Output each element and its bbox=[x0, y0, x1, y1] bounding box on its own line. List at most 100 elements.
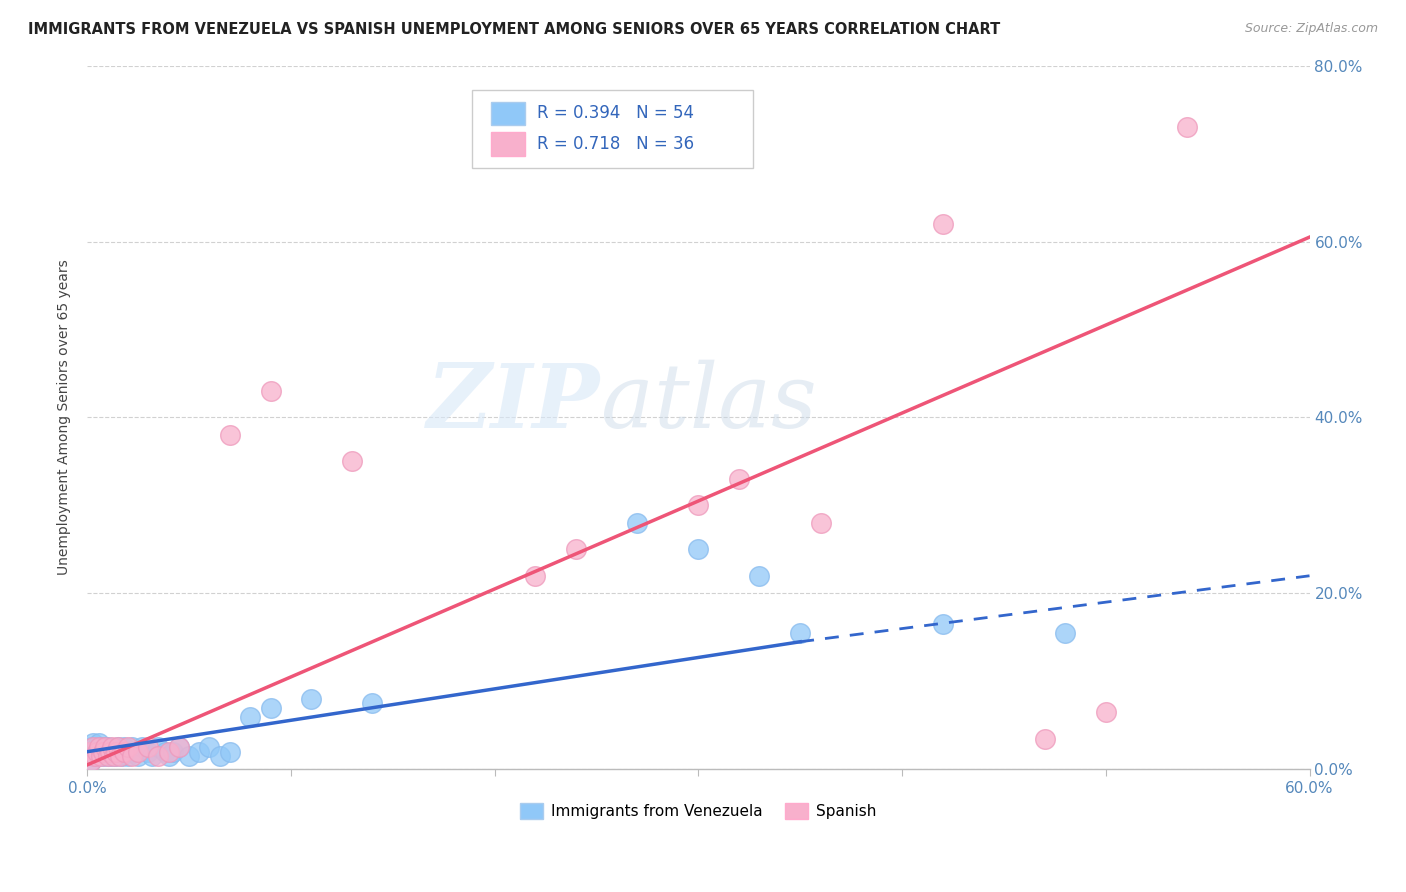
Point bbox=[86, 745, 108, 759]
Point bbox=[259, 384, 281, 398]
Point bbox=[89, 749, 111, 764]
Point bbox=[157, 745, 180, 759]
Y-axis label: Unemployment Among Seniors over 65 years: Unemployment Among Seniors over 65 years bbox=[58, 260, 72, 575]
Point bbox=[96, 740, 118, 755]
Point bbox=[86, 745, 108, 759]
Point bbox=[90, 749, 112, 764]
Point bbox=[98, 745, 121, 759]
Point bbox=[157, 749, 180, 764]
Point bbox=[112, 745, 135, 759]
Point bbox=[84, 749, 107, 764]
Point bbox=[90, 745, 112, 759]
Point bbox=[94, 745, 117, 759]
Point bbox=[1033, 731, 1056, 746]
Point bbox=[98, 745, 121, 759]
Point bbox=[111, 749, 134, 764]
Point bbox=[299, 692, 322, 706]
Point bbox=[136, 745, 159, 759]
Point bbox=[96, 749, 118, 764]
Point bbox=[565, 542, 588, 557]
Point bbox=[89, 740, 111, 755]
Text: atlas: atlas bbox=[600, 360, 817, 447]
Point bbox=[1094, 705, 1116, 719]
Point bbox=[122, 745, 145, 759]
Point bbox=[1175, 120, 1198, 135]
FancyBboxPatch shape bbox=[472, 90, 754, 168]
Point bbox=[148, 749, 170, 764]
Point bbox=[153, 745, 176, 759]
Point bbox=[77, 745, 100, 759]
Point bbox=[80, 740, 103, 755]
Point bbox=[100, 749, 122, 764]
Point bbox=[117, 740, 139, 755]
Point bbox=[93, 745, 115, 759]
Point bbox=[108, 749, 131, 764]
Point bbox=[1054, 626, 1077, 640]
Point bbox=[162, 745, 184, 759]
Point bbox=[121, 749, 143, 764]
Point bbox=[127, 749, 149, 764]
Point bbox=[218, 428, 240, 442]
Point bbox=[80, 754, 103, 768]
Point bbox=[108, 745, 131, 759]
Point bbox=[104, 749, 127, 764]
Point bbox=[84, 749, 107, 764]
Point bbox=[136, 740, 159, 755]
Point bbox=[104, 745, 127, 759]
Point bbox=[141, 749, 163, 764]
Point bbox=[94, 740, 117, 755]
Point bbox=[524, 568, 547, 582]
Point bbox=[127, 745, 149, 759]
Point bbox=[177, 749, 200, 764]
Point bbox=[77, 745, 100, 759]
Point bbox=[84, 745, 107, 759]
Point bbox=[167, 740, 190, 755]
Point bbox=[117, 749, 139, 764]
Point bbox=[96, 749, 118, 764]
Text: IMMIGRANTS FROM VENEZUELA VS SPANISH UNEMPLOYMENT AMONG SENIORS OVER 65 YEARS CO: IMMIGRANTS FROM VENEZUELA VS SPANISH UNE… bbox=[28, 22, 1001, 37]
Point bbox=[688, 542, 710, 557]
Point bbox=[107, 740, 129, 755]
Text: Source: ZipAtlas.com: Source: ZipAtlas.com bbox=[1244, 22, 1378, 36]
Point bbox=[115, 745, 138, 759]
Bar bbox=[491, 132, 524, 156]
Point bbox=[748, 568, 770, 582]
Point bbox=[112, 740, 135, 755]
Point bbox=[94, 740, 117, 755]
Point bbox=[688, 499, 710, 513]
Text: ZIP: ZIP bbox=[427, 360, 600, 447]
Point bbox=[82, 749, 104, 764]
Point bbox=[626, 516, 648, 530]
Point bbox=[121, 740, 143, 755]
Point bbox=[100, 740, 122, 755]
Point bbox=[82, 740, 104, 755]
Point bbox=[259, 700, 281, 714]
Text: R = 0.718   N = 36: R = 0.718 N = 36 bbox=[537, 136, 695, 153]
Point bbox=[107, 740, 129, 755]
Point bbox=[728, 472, 751, 486]
Point bbox=[90, 740, 112, 755]
Point bbox=[167, 740, 190, 755]
Point bbox=[932, 217, 955, 231]
Point bbox=[789, 626, 811, 640]
Point bbox=[239, 709, 262, 723]
Point bbox=[932, 617, 955, 632]
Point bbox=[93, 749, 115, 764]
Point bbox=[131, 740, 153, 755]
Point bbox=[82, 736, 104, 750]
Point bbox=[340, 454, 363, 468]
Point bbox=[80, 754, 103, 768]
Point bbox=[103, 745, 125, 759]
Point bbox=[198, 740, 221, 755]
Bar bbox=[491, 103, 524, 126]
Point bbox=[103, 749, 125, 764]
Point bbox=[188, 745, 211, 759]
Point bbox=[148, 740, 170, 755]
Legend: Immigrants from Venezuela, Spanish: Immigrants from Venezuela, Spanish bbox=[515, 797, 883, 825]
Point bbox=[218, 745, 240, 759]
Point bbox=[361, 696, 384, 710]
Text: R = 0.394   N = 54: R = 0.394 N = 54 bbox=[537, 104, 695, 122]
Point bbox=[810, 516, 832, 530]
Point bbox=[208, 749, 231, 764]
Point bbox=[89, 736, 111, 750]
